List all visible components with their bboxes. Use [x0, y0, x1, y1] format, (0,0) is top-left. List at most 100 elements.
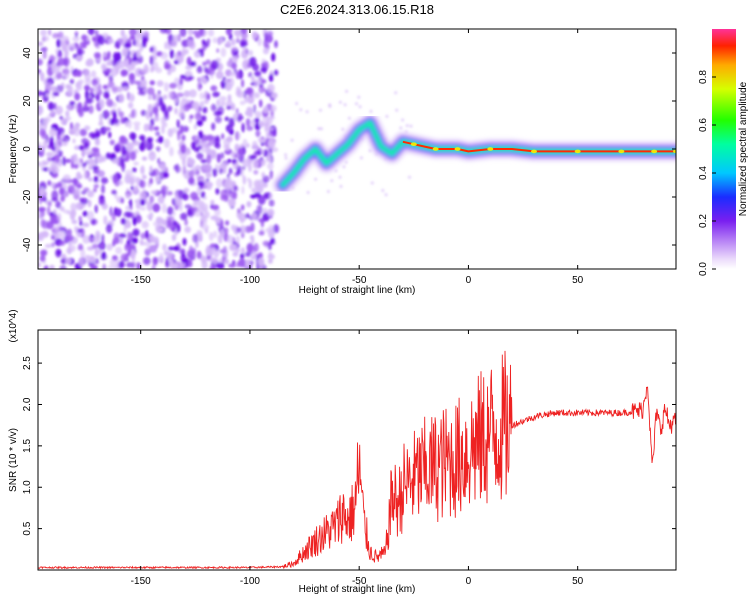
noise-blob [267, 241, 272, 251]
noise-blob [183, 187, 190, 193]
noise-blob [149, 234, 155, 243]
noise-blob [198, 130, 204, 139]
noise-blob [101, 184, 105, 194]
noise-blob [67, 228, 72, 236]
noise-blob [314, 177, 318, 181]
noise-blob [79, 220, 83, 226]
noise-blob [171, 127, 177, 134]
noise-blob [124, 211, 132, 218]
noise-blob [88, 236, 93, 244]
noise-blob [173, 34, 178, 42]
noise-blob [87, 29, 95, 36]
noise-blob [229, 72, 238, 77]
noise-blob [57, 31, 64, 39]
snr-multiplier: (x10^4) [8, 309, 19, 342]
noise-blob [236, 90, 245, 99]
noise-blob [181, 49, 186, 57]
noise-blob [48, 29, 52, 36]
noise-blob [250, 194, 257, 199]
noise-blob [342, 165, 346, 169]
noise-blob [231, 62, 237, 70]
noise-blob [174, 107, 178, 115]
snr-xtick-label: -150 [131, 576, 151, 587]
noise-blob [99, 113, 103, 123]
noise-blob [155, 216, 163, 225]
noise-blob [269, 193, 273, 199]
noise-blob [223, 168, 227, 174]
snr-xtick-label: 0 [466, 576, 472, 587]
noise-blob [251, 31, 258, 39]
noise-blob [209, 264, 217, 269]
noise-blob [95, 94, 99, 101]
noise-blob [145, 229, 149, 239]
noise-blob [236, 35, 240, 43]
noise-blob [72, 72, 79, 77]
noise-blob [164, 111, 170, 121]
noise-blob [81, 34, 88, 41]
spectrogram-xlabel: Height of straight line (km) [299, 285, 416, 296]
noise-blob [162, 243, 167, 251]
noise-blob [384, 193, 388, 197]
noise-blob [355, 102, 358, 106]
noise-blob [65, 158, 71, 163]
snr-xtick-label: -50 [352, 576, 367, 587]
noise-blob [88, 105, 94, 114]
noise-blob [210, 103, 217, 112]
noise-blob [339, 184, 343, 188]
noise-blob [72, 138, 76, 144]
noise-blob [94, 128, 101, 139]
noise-blob [38, 123, 44, 130]
noise-blob [148, 151, 156, 161]
noise-blob [44, 264, 49, 269]
noise-blob [55, 201, 62, 209]
noise-blob [225, 82, 232, 91]
noise-blob [106, 243, 113, 251]
noise-blob [102, 84, 108, 90]
noise-blob [51, 60, 57, 68]
noise-blob [176, 119, 180, 129]
noise-blob [231, 56, 238, 64]
noise-blob [90, 70, 97, 78]
noise-blob [211, 204, 220, 211]
noise-blob [112, 158, 118, 164]
noise-blob [93, 184, 100, 189]
noise-blob [48, 59, 53, 65]
noise-blob [173, 245, 180, 251]
noise-blob [272, 224, 280, 234]
noise-blob [105, 223, 113, 234]
noise-blob [67, 246, 72, 255]
snr-ticks: -150 -100 -50 0 50 0.5 1.0 1.5 2.0 2.5 [22, 330, 676, 587]
noise-blob [68, 43, 77, 51]
noise-blob [146, 214, 153, 219]
noise-blob [88, 132, 95, 138]
noise-blob [260, 79, 267, 84]
ridge-hotspot [651, 149, 658, 154]
noise-blob [194, 135, 200, 141]
noise-blob [223, 179, 232, 190]
noise-blob [78, 215, 83, 222]
noise-blob [70, 202, 77, 212]
noise-blob [265, 122, 269, 127]
noise-blob [244, 251, 252, 257]
noise-blob [38, 90, 41, 97]
noise-blob [163, 250, 170, 256]
noise-blob [234, 144, 239, 152]
snr-ytick-label: 1.0 [22, 480, 33, 494]
noise-blob [93, 188, 97, 193]
noise-blob [61, 35, 70, 44]
noise-blob [80, 190, 87, 195]
noise-blob [82, 222, 90, 228]
noise-blob [246, 243, 254, 253]
noise-blob [182, 164, 186, 174]
noise-blob [125, 193, 131, 199]
noise-blob [245, 213, 250, 219]
noise-blob [175, 163, 180, 174]
noise-blob [201, 134, 208, 144]
noise-blob [231, 48, 235, 56]
noise-blob [127, 64, 132, 73]
noise-blob [252, 159, 259, 169]
noise-blob [51, 190, 59, 201]
noise-blob [103, 215, 108, 225]
noise-blob [223, 78, 228, 84]
noise-blob [127, 231, 131, 241]
